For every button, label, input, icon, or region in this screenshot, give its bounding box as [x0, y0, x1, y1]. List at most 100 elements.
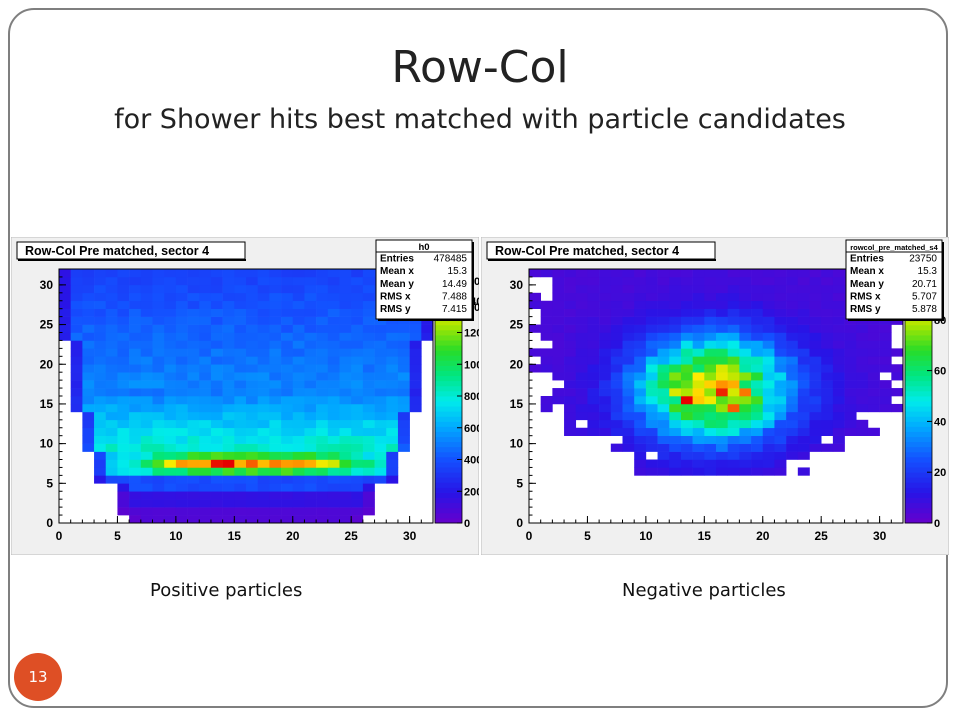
- heatmap-cell: [210, 308, 223, 317]
- heatmap-cell: [704, 308, 717, 317]
- heatmap-cell: [269, 396, 282, 405]
- heatmap-cell: [210, 403, 223, 413]
- heatmap-cell: [82, 403, 95, 413]
- heatmap-cell: [164, 300, 177, 309]
- heatmap-cell: [129, 372, 142, 381]
- colorbar-tick-label: 40: [934, 416, 946, 428]
- heatmap-cell: [797, 435, 810, 444]
- heatmap-cell: [70, 324, 83, 333]
- heatmap-cell: [844, 324, 857, 333]
- heatmap-cell: [82, 276, 95, 286]
- heatmap-cell: [552, 300, 565, 309]
- heatmap-cell: [257, 269, 270, 278]
- heatmap-cell: [540, 403, 553, 413]
- heatmap-cell: [339, 324, 352, 333]
- stats-label: Mean y: [380, 279, 414, 290]
- heatmap-cell: [622, 308, 635, 317]
- heatmap-cell: [339, 499, 352, 508]
- heatmap-cell: [199, 300, 212, 309]
- heatmap-cell: [210, 316, 223, 325]
- heatmap-cell: [657, 396, 670, 405]
- colorbar-segment: [435, 340, 462, 346]
- heatmap-cell: [210, 443, 223, 452]
- heatmap-cell: [152, 364, 165, 373]
- heatmap-cell: [246, 483, 258, 492]
- heatmap-cell: [821, 340, 834, 349]
- heatmap-cell: [751, 316, 764, 325]
- heatmap-cell: [680, 459, 693, 468]
- colorbar-segment: [435, 396, 462, 402]
- heatmap-cell: [645, 324, 658, 333]
- heatmap-cell: [610, 316, 623, 325]
- heatmap-cell: [187, 308, 200, 317]
- heatmap-cell: [210, 491, 223, 500]
- heatmap-cell: [316, 451, 329, 460]
- heatmap-cell: [304, 515, 317, 524]
- heatmap-cell: [564, 372, 577, 381]
- heatmap-cell: [397, 380, 410, 389]
- heatmap-cell: [610, 380, 623, 389]
- heatmap-cell: [786, 316, 799, 325]
- heatmap-cell: [152, 340, 165, 349]
- heatmap-cell: [786, 276, 799, 286]
- heatmap-cell: [751, 276, 764, 286]
- heatmap-cell: [269, 411, 282, 421]
- heatmap-cell: [70, 316, 83, 325]
- heatmap-cell: [304, 499, 317, 508]
- heatmap-cell: [351, 292, 364, 302]
- heatmap-cell: [316, 396, 329, 405]
- heatmap-cell: [891, 388, 904, 397]
- heatmap-cell: [327, 507, 340, 516]
- heatmap-cell: [657, 388, 670, 397]
- heatmap-cell: [739, 459, 752, 468]
- colorbar-segment: [435, 360, 462, 366]
- heatmap-cell: [832, 411, 845, 421]
- heatmap-cell: [222, 300, 235, 309]
- heatmap-cell: [645, 459, 658, 468]
- heatmap-cell: [269, 483, 282, 492]
- heatmap-cell: [246, 332, 258, 341]
- heatmap-cell: [269, 269, 282, 278]
- heatmap-cell: [210, 451, 223, 460]
- heatmap-cell: [269, 372, 282, 381]
- heatmap-cell: [634, 348, 647, 357]
- heatmap-cell: [362, 475, 375, 484]
- heatmap-cell: [164, 284, 177, 294]
- heatmap-cell: [59, 284, 71, 294]
- heatmap-cell: [59, 316, 71, 325]
- colorbar-segment: [435, 436, 462, 443]
- heatmap-cell: [257, 300, 270, 309]
- heatmap-cell: [117, 396, 130, 405]
- y-tick-label: 30: [510, 278, 524, 292]
- heatmap-cell: [292, 269, 305, 278]
- heatmap-cell: [821, 419, 834, 429]
- heatmap-cell: [645, 419, 658, 429]
- heatmap-cell: [797, 427, 810, 436]
- heatmap-cell: [879, 396, 892, 405]
- heatmap-cell: [327, 475, 340, 484]
- heatmap-cell: [809, 300, 822, 309]
- heatmap-cell: [246, 356, 258, 365]
- heatmap-cell: [669, 276, 682, 286]
- heatmap-cell: [269, 308, 282, 317]
- heatmap-cell: [844, 340, 857, 349]
- heatmap-cell: [540, 364, 553, 373]
- heatmap-cell: [175, 443, 188, 452]
- heatmap-cell: [751, 388, 764, 397]
- heatmap-cell: [129, 332, 142, 341]
- heatmap-cell: [129, 276, 142, 286]
- heatmap-cell: [210, 467, 223, 476]
- heatmap-cell: [292, 459, 305, 468]
- heatmap-cell: [117, 443, 130, 452]
- heatmap-cell: [292, 284, 305, 294]
- heatmap-cell: [129, 356, 142, 365]
- heatmap-cell: [727, 388, 740, 397]
- heatmap-cell: [622, 340, 635, 349]
- heatmap-cell: [339, 308, 352, 317]
- heatmap-cell: [210, 284, 223, 294]
- heatmap-cell: [94, 435, 107, 444]
- heatmap-cell: [316, 499, 329, 508]
- colorbar-segment: [435, 441, 462, 448]
- heatmap-cell: [386, 348, 399, 357]
- heatmap-cell: [386, 324, 399, 333]
